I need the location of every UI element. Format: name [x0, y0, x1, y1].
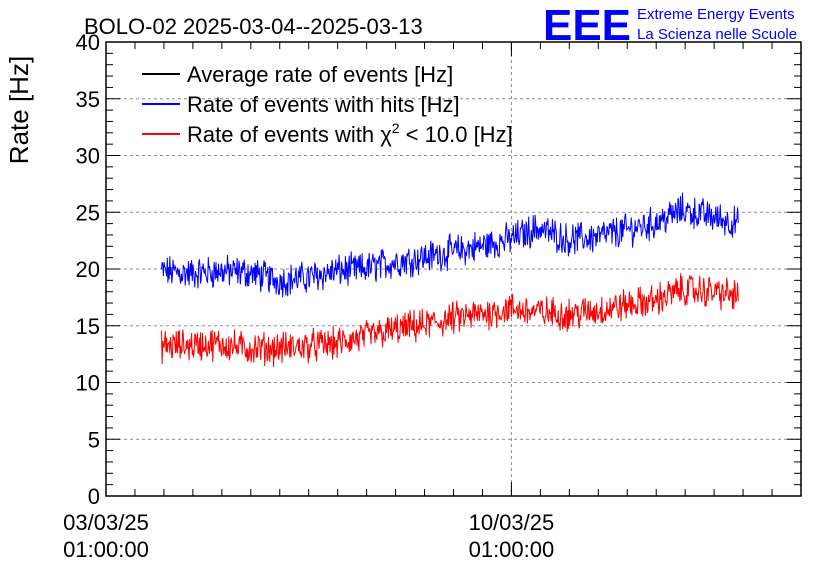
y-tick-label: 20 [76, 257, 100, 282]
eee-logo: EEE Extreme Energy Events La Scienza nel… [543, 1, 797, 50]
y-tick-label: 5 [88, 427, 100, 452]
legend-label: Rate of events with hits [Hz] [187, 92, 460, 117]
y-axis-ticks: 0 5 10 15 20 25 30 35 40 [76, 30, 801, 509]
y-tick-label: 15 [76, 314, 100, 339]
legend-label: Rate of events with χ2 < 10.0 [Hz] [187, 120, 513, 147]
x-tick-label-time: 01:00:00 [63, 537, 149, 562]
y-tick-label: 35 [76, 87, 100, 112]
logo-line-1: Extreme Energy Events [637, 6, 795, 23]
legend: Average rate of events [Hz] Rate of event… [142, 62, 513, 147]
data-series [161, 192, 739, 368]
legend-label: Average rate of events [Hz] [187, 62, 453, 87]
x-tick-label-date: 10/03/25 [469, 510, 555, 535]
y-tick-label: 25 [76, 200, 100, 225]
y-tick-label: 0 [88, 484, 100, 509]
logo-line-2: La Scienza nelle Scuole [637, 26, 797, 43]
series-line [161, 273, 739, 368]
y-axis-label: Rate [Hz] [4, 56, 34, 164]
y-tick-label: 30 [76, 144, 100, 169]
y-tick-label: 40 [76, 30, 100, 55]
series-line [161, 192, 739, 298]
x-tick-label-time: 01:00:00 [469, 537, 555, 562]
y-tick-label: 10 [76, 371, 100, 396]
x-tick-label-date: 03/03/25 [63, 510, 149, 535]
chart-title: BOLO-02 2025-03-04--2025-03-13 [84, 14, 423, 39]
